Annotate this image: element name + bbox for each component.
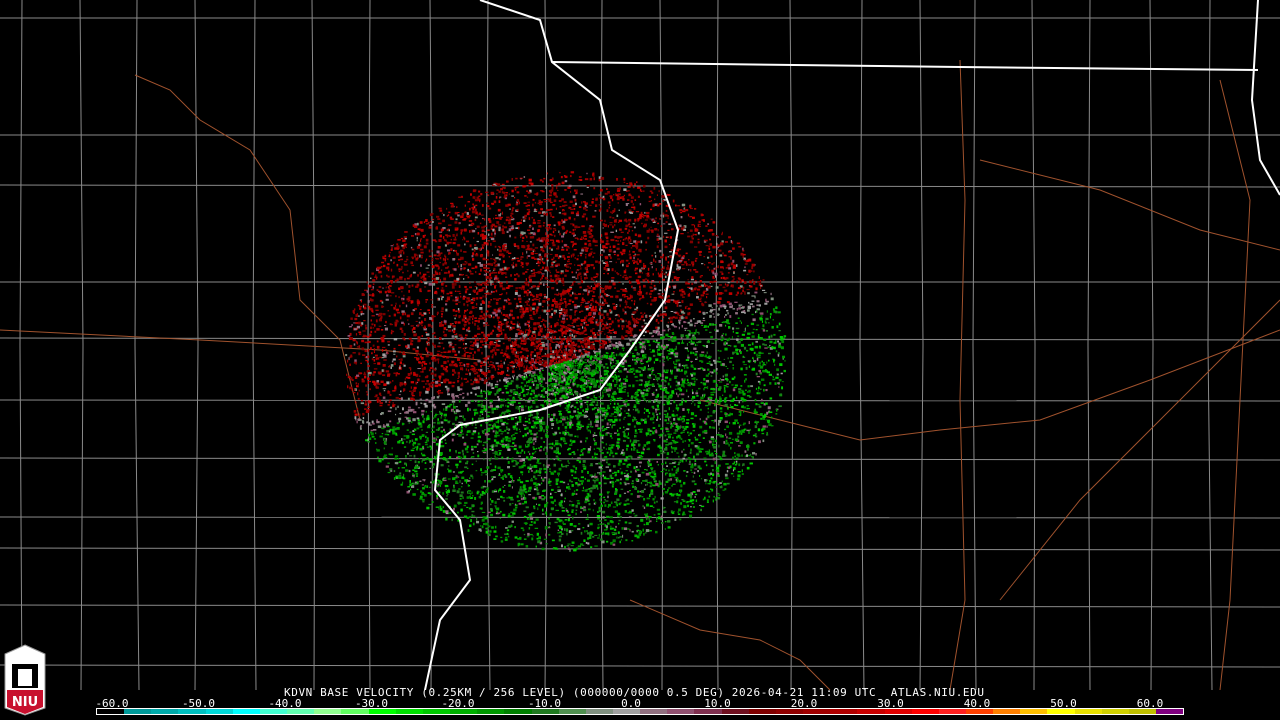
colorbar-swatch — [124, 709, 152, 714]
colorbar-swatch — [830, 709, 858, 714]
county-line — [252, 0, 257, 690]
radar-echoes — [345, 171, 787, 552]
colorbar-swatch — [1156, 709, 1184, 714]
colorbar-swatch — [667, 709, 695, 714]
colorbar-swatch — [857, 709, 885, 714]
colorbar-tick-label: -30.0 — [354, 697, 389, 710]
colorbar-swatch — [1020, 709, 1048, 714]
colorbar-tick-label: -50.0 — [181, 697, 216, 710]
colorbar-swatch — [721, 709, 749, 714]
county-line — [367, 0, 371, 690]
county-line — [311, 0, 316, 690]
county-line — [79, 0, 84, 690]
colorbar-tick-label: 0.0 — [621, 697, 641, 710]
colorbar-swatch — [341, 709, 369, 714]
colorbar-swatch — [368, 709, 396, 714]
colorbar-swatch — [450, 709, 478, 714]
colorbar-swatch — [1128, 709, 1157, 714]
county-line — [859, 0, 865, 690]
colorbar-swatch — [966, 709, 994, 714]
county-line — [599, 0, 604, 690]
highway — [134, 74, 361, 421]
colorbar-swatch — [938, 709, 966, 714]
county-line — [19, 0, 23, 690]
county-line — [919, 0, 924, 690]
colorbar-swatch — [694, 709, 722, 714]
highway — [979, 159, 1280, 251]
colorbar-swatch — [993, 709, 1021, 714]
map-canvas — [0, 0, 1280, 690]
county-line — [1031, 0, 1036, 690]
colorbar-tick-label: -20.0 — [441, 697, 475, 710]
county-line — [0, 604, 1280, 608]
highway — [949, 59, 966, 690]
highway — [629, 599, 831, 690]
colorbar-swatch — [151, 709, 179, 714]
state-line — [1250, 0, 1280, 196]
colorbar-swatch — [259, 709, 288, 714]
state-boundaries — [424, 0, 1280, 690]
colorbar-swatch — [97, 709, 125, 714]
county-line — [1207, 0, 1213, 690]
colorbar-tick-label: 50.0 — [1050, 697, 1077, 710]
county-line — [0, 516, 1280, 519]
colorbar-swatch — [748, 709, 776, 714]
highways — [0, 59, 1280, 690]
colorbar-swatch — [232, 709, 260, 714]
county-line — [429, 0, 434, 690]
product-title: KDVN BASE VELOCITY (0.25KM / 256 LEVEL) … — [284, 686, 985, 699]
colorbar-ticks: -60.0 -50.0 -40.0 -30.0 -20.0 -10.0 0.0 10.0 20.… — [0, 697, 1280, 710]
colorbar-swatch — [531, 709, 559, 714]
county-line — [972, 0, 977, 690]
colorbar-tick-label: -60.0 — [95, 697, 129, 710]
colorbar-swatch — [287, 709, 315, 714]
colorbar-tick-label: -40.0 — [268, 697, 302, 710]
colorbar-swatch — [911, 709, 939, 714]
niu-logo: NIU — [4, 644, 46, 716]
county-line — [134, 0, 140, 690]
colorbar-tick-label: -10.0 — [527, 697, 562, 710]
highway — [1219, 79, 1251, 690]
highway — [999, 299, 1280, 601]
colorbar-swatch — [1074, 709, 1102, 714]
colorbar-swatch — [1047, 709, 1075, 714]
colorbar-tick-label: 10.0 — [704, 697, 731, 710]
colorbar-swatch — [585, 709, 613, 714]
county-line — [0, 184, 1280, 188]
county-line — [0, 547, 1280, 551]
county-boundaries — [0, 0, 1280, 690]
county-line — [1087, 0, 1091, 690]
highway — [699, 329, 1280, 441]
velocity-colorbar — [96, 708, 1184, 715]
county-line — [1149, 0, 1154, 690]
colorbar-swatch — [640, 709, 668, 714]
colorbar-swatch — [477, 709, 505, 714]
colorbar-tick-label: 40.0 — [963, 697, 991, 710]
colorbar-tick-label: 20.0 — [790, 697, 818, 710]
colorbar-swatch — [205, 709, 233, 714]
colorbar-tick-label: 60.0 — [1136, 697, 1164, 710]
county-line — [194, 0, 199, 690]
colorbar-swatch — [178, 709, 206, 714]
colorbar-swatch — [395, 709, 423, 714]
colorbar-tick-label: 30.0 — [877, 697, 904, 710]
colorbar-swatch — [803, 709, 831, 714]
colorbar-swatch — [314, 709, 342, 714]
colorbar-swatch — [775, 709, 804, 714]
colorbar-swatch — [884, 709, 912, 714]
colorbar-swatch — [422, 709, 451, 714]
state-line — [551, 61, 1259, 71]
county-line — [0, 664, 1280, 668]
colorbar-swatch — [558, 709, 586, 714]
colorbar-swatch — [612, 709, 641, 714]
colorbar-swatch — [504, 709, 532, 714]
county-line — [715, 0, 719, 690]
county-line — [789, 0, 794, 690]
state-line — [424, 0, 680, 690]
colorbar-swatch — [1101, 709, 1129, 714]
county-line — [0, 337, 1280, 341]
